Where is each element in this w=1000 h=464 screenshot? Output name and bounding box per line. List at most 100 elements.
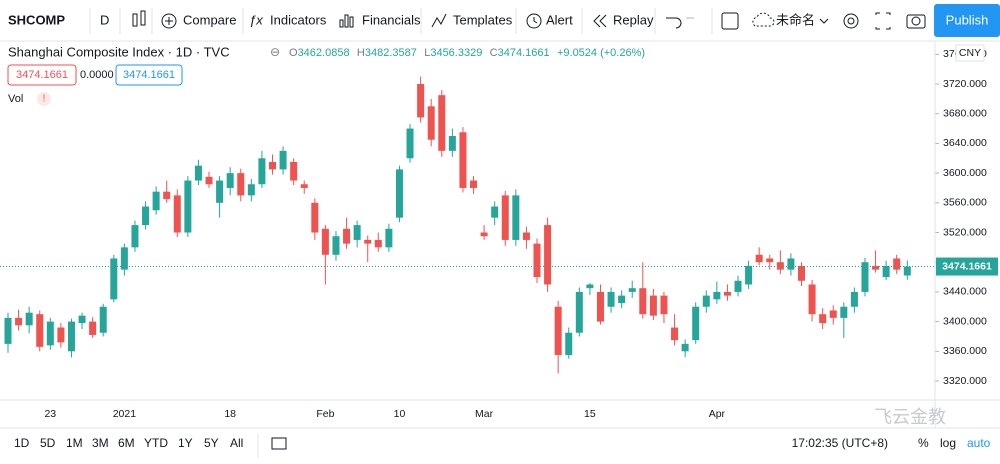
candle-body <box>142 206 150 226</box>
y-tick-label: 3560.000 <box>943 197 987 209</box>
symbol[interactable]: SHCOMP <box>8 12 65 27</box>
candle-body <box>279 150 287 170</box>
candle-body <box>491 206 499 218</box>
open-label: O <box>289 47 298 59</box>
candle-body <box>332 236 340 255</box>
open-value: 3462.0858 <box>298 47 350 59</box>
candle-body <box>194 165 202 181</box>
candle-body <box>882 265 890 278</box>
range-button[interactable]: YTD <box>144 436 168 450</box>
candle-body <box>406 128 414 159</box>
candle-body <box>226 173 234 188</box>
range-button[interactable]: 1Y <box>178 436 193 450</box>
indicators-button[interactable]: Indicators <box>270 12 327 27</box>
candle-body <box>565 332 573 356</box>
publish-label[interactable]: Publish <box>946 12 989 27</box>
candle-body <box>649 295 657 316</box>
range-button[interactable]: 3M <box>92 436 109 450</box>
candle-body <box>290 161 298 181</box>
candle-body <box>46 321 54 346</box>
candle-body <box>533 243 541 278</box>
last-price-label: 3474.1661 <box>942 260 992 272</box>
alert-button[interactable]: Alert <box>546 12 573 27</box>
candle-body <box>893 258 901 270</box>
y-tick-label: 3640.000 <box>943 137 987 149</box>
candle-body <box>15 317 23 326</box>
candle-body <box>25 312 33 326</box>
candle-body <box>723 291 731 296</box>
range-button[interactable]: 1D <box>14 436 30 450</box>
candle-body <box>110 258 118 300</box>
candle-body <box>417 84 425 118</box>
range-button[interactable]: 1M <box>66 436 83 450</box>
candle-body <box>184 180 192 233</box>
publish-button[interactable] <box>934 4 1000 37</box>
candle-body <box>766 258 774 263</box>
goto-icon[interactable] <box>271 437 287 450</box>
fx-icon: ƒx <box>249 12 263 27</box>
currency-badge <box>955 44 985 62</box>
candle-body <box>829 310 837 318</box>
range-button[interactable]: All <box>230 436 243 450</box>
candle-body <box>840 306 848 318</box>
currency-label: CNY <box>959 47 981 59</box>
layout-name[interactable]: 未命名 <box>776 12 815 27</box>
close-value: 3474.1661 <box>498 47 550 59</box>
candle-body <box>427 106 435 140</box>
candle-body <box>258 158 266 185</box>
log-toggle[interactable]: log <box>940 436 956 450</box>
candle-body <box>808 284 816 315</box>
y-tick-label: 3440.000 <box>943 286 987 298</box>
candle-body <box>671 327 679 341</box>
candle-body <box>120 247 128 270</box>
legend-title: Shanghai Composite Index · 1D · TVC <box>8 44 230 59</box>
replay-button[interactable]: Replay <box>613 12 654 27</box>
input-box[interactable] <box>7 64 77 86</box>
candle-body <box>395 169 403 218</box>
candle-body <box>269 161 276 170</box>
x-tick-label: 23 <box>44 408 56 420</box>
candle-body <box>163 191 171 200</box>
compare-button[interactable]: Compare <box>183 12 236 27</box>
candle-body <box>57 327 65 343</box>
candle-body <box>36 314 44 347</box>
x-tick-label: 2021 <box>113 408 137 420</box>
candle-body <box>311 202 319 233</box>
toolbar-icons <box>89 8 926 34</box>
candle-body <box>861 262 869 292</box>
candle-body <box>596 291 604 322</box>
candle-body <box>850 291 858 307</box>
candle-body <box>385 228 393 248</box>
candle-body <box>787 258 795 270</box>
input-box[interactable] <box>115 64 183 86</box>
clock: 17:02:35 (UTC+8) <box>792 436 888 450</box>
interval[interactable]: D <box>100 12 109 27</box>
candle-body <box>173 195 181 233</box>
candle-body <box>554 306 562 356</box>
y-tick-label: 3520.000 <box>943 226 987 238</box>
candle-body <box>872 265 880 270</box>
auto-toggle[interactable]: auto <box>967 436 991 450</box>
x-tick-label: Apr <box>709 408 726 420</box>
range-button[interactable]: 6M <box>118 436 135 450</box>
candle-body <box>353 225 361 240</box>
x-tick-label: Feb <box>316 408 334 420</box>
candle-body <box>522 232 530 240</box>
candle-body <box>660 295 668 315</box>
percent-toggle[interactable]: % <box>918 436 929 450</box>
candle-body <box>586 284 594 289</box>
candle-body <box>618 295 626 304</box>
candle-body <box>681 343 689 352</box>
templates-button[interactable]: Templates <box>453 12 513 27</box>
range-button[interactable]: 5Y <box>204 436 219 450</box>
y-tick-label: 3400.000 <box>943 315 987 327</box>
range-button[interactable]: 5D <box>40 436 56 450</box>
close-label: C <box>490 47 498 59</box>
candle-body <box>459 132 467 188</box>
candle-body <box>692 306 700 341</box>
candle-body <box>300 184 308 188</box>
candle-body <box>78 315 86 324</box>
candle-body <box>480 232 488 237</box>
financials-button[interactable]: Financials <box>362 12 421 27</box>
vol-warning-icon: ! <box>43 94 46 105</box>
